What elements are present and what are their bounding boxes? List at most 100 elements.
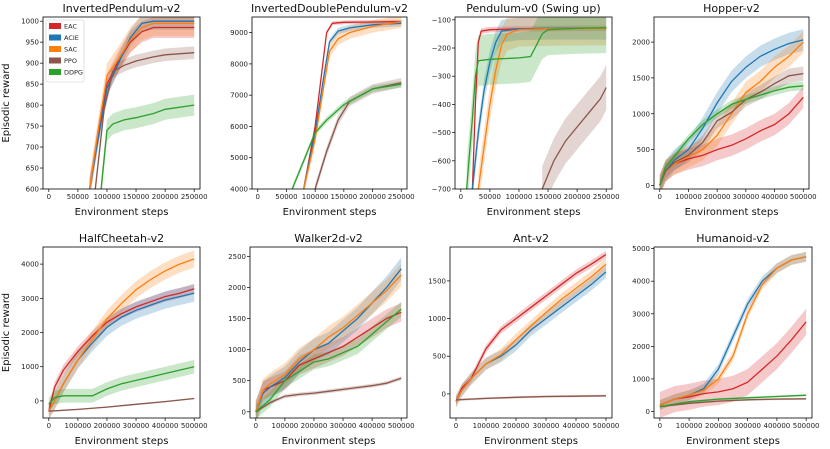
y-tick-label: 2500 bbox=[228, 253, 246, 261]
band-eac bbox=[89, 17, 195, 189]
x-tick-label: 200000 bbox=[704, 193, 731, 201]
legend-swatch-ppo bbox=[49, 57, 61, 64]
band-eac bbox=[659, 86, 804, 189]
x-tick-label: 200000 bbox=[359, 193, 386, 201]
x-tick-label: 100000 bbox=[676, 422, 703, 430]
x-tick-label: 100000 bbox=[65, 422, 92, 430]
x-axis-label: Environment steps bbox=[283, 207, 377, 218]
band-ppo bbox=[659, 397, 807, 408]
y-tick-label: 700 bbox=[26, 144, 39, 152]
series-line-ppo bbox=[455, 395, 607, 401]
series-line-sac bbox=[88, 22, 195, 189]
chart-panel: 0 100000 200000 300000 400000 500000 0 500 1000 1… bbox=[228, 232, 414, 447]
y-tick-label: 1500 bbox=[632, 74, 650, 82]
plot-area bbox=[455, 250, 607, 408]
x-tick-label: 50000 bbox=[479, 193, 501, 201]
x-tick-label: 150000 bbox=[123, 193, 150, 201]
legend-swatch-ddpg bbox=[49, 69, 61, 75]
y-tick-label: 1000 bbox=[21, 18, 39, 26]
axes-frame bbox=[251, 16, 408, 190]
y-tick-label: 900 bbox=[26, 60, 39, 68]
series-line-eac bbox=[659, 321, 807, 406]
chart-title: Humanoid-v2 bbox=[696, 232, 770, 245]
band-sac bbox=[255, 263, 402, 418]
y-tick-label: −100 bbox=[432, 16, 451, 24]
x-tick-label: 400000 bbox=[152, 422, 179, 430]
x-tick-label: 500000 bbox=[181, 422, 208, 430]
y-tick-label: −300 bbox=[432, 73, 451, 81]
y-tick-label: 2000 bbox=[228, 284, 246, 292]
x-axis-label: Environment steps bbox=[685, 207, 779, 218]
x-axis-label: Environment steps bbox=[75, 207, 169, 218]
chart-title: InvertedDoublePendulum-v2 bbox=[251, 2, 408, 15]
series-line-ddpg bbox=[255, 308, 402, 413]
band-acie bbox=[48, 284, 195, 418]
x-tick-label: 400000 bbox=[761, 193, 788, 201]
y-tick-label: 0 bbox=[442, 390, 446, 398]
y-tick-label: −200 bbox=[432, 45, 451, 53]
x-tick-label: 250000 bbox=[388, 193, 415, 201]
x-axis-label: Environment steps bbox=[282, 436, 376, 447]
x-tick-label: 400000 bbox=[359, 422, 386, 430]
plot-area bbox=[659, 251, 807, 418]
y-tick-label: 1000 bbox=[632, 110, 650, 118]
y-tick-label: 2000 bbox=[632, 39, 650, 47]
y-tick-label: 1000 bbox=[21, 363, 39, 371]
y-tick-label: 0 bbox=[35, 397, 39, 405]
x-tick-label: 250000 bbox=[181, 193, 208, 201]
y-tick-label: 5000 bbox=[230, 154, 248, 162]
legend-swatch-acie bbox=[49, 34, 61, 41]
x-axis-label: Environment steps bbox=[75, 436, 169, 447]
x-tick-label: 200000 bbox=[94, 422, 121, 430]
plot-area bbox=[465, 17, 607, 189]
series-line-eac bbox=[48, 288, 195, 412]
x-tick-label: 500000 bbox=[793, 422, 820, 430]
y-tick-label: 1500 bbox=[428, 277, 446, 285]
legend-label: ACIE bbox=[64, 34, 79, 42]
y-tick-label: 1000 bbox=[228, 346, 246, 354]
y-tick-label: 9000 bbox=[230, 29, 248, 37]
y-tick-label: 6000 bbox=[230, 123, 248, 131]
plot-area bbox=[88, 17, 195, 189]
band-sac bbox=[89, 17, 195, 189]
series-line-ddpg bbox=[100, 104, 195, 189]
y-tick-label: 1500 bbox=[228, 315, 246, 323]
legend-label: EAC bbox=[64, 23, 77, 31]
series-line-sac bbox=[455, 263, 607, 402]
band-ppo bbox=[542, 64, 607, 189]
y-tick-label: 1000 bbox=[632, 375, 650, 383]
y-tick-label: −500 bbox=[432, 129, 451, 137]
x-tick-label: 50000 bbox=[275, 193, 297, 201]
legend-label: DDPG bbox=[64, 69, 83, 77]
band-eac bbox=[659, 308, 807, 418]
series-line-eac bbox=[303, 21, 402, 189]
axes-frame bbox=[249, 246, 408, 419]
y-tick-label: 650 bbox=[26, 165, 39, 173]
y-tick-label: 500 bbox=[433, 353, 446, 361]
legend-label: PPO bbox=[64, 57, 77, 65]
y-tick-label: 750 bbox=[26, 123, 39, 131]
y-tick-label: −700 bbox=[432, 186, 451, 194]
band-ddpg bbox=[659, 81, 804, 189]
y-tick-label: 950 bbox=[26, 39, 39, 47]
x-tick-label: 50000 bbox=[67, 193, 89, 201]
x-tick-label: 200000 bbox=[705, 422, 732, 430]
chart-panel: 0 100000 200000 300000 400000 500000 0 500 1000 1… bbox=[632, 2, 816, 218]
band-sac bbox=[48, 250, 195, 418]
x-tick-label: 300000 bbox=[734, 422, 761, 430]
x-tick-label: 200000 bbox=[301, 422, 328, 430]
plot-area bbox=[48, 250, 195, 418]
plot-area bbox=[291, 17, 402, 189]
y-tick-label: 7000 bbox=[230, 92, 248, 100]
axes-frame bbox=[454, 16, 613, 190]
band-ddpg bbox=[101, 94, 195, 189]
legend-swatch-eac bbox=[49, 23, 61, 29]
chart-panel: 0 100000 200000 300000 400000 500000 0 500 1000 1… bbox=[428, 232, 619, 447]
chart-title: InvertedPendulum-v2 bbox=[63, 2, 181, 15]
series-line-eac bbox=[88, 26, 195, 189]
series-line-acie bbox=[659, 39, 804, 186]
series-line-sac bbox=[303, 21, 402, 189]
y-tick-label: 0 bbox=[646, 408, 650, 416]
x-tick-label: 0 bbox=[454, 422, 458, 430]
